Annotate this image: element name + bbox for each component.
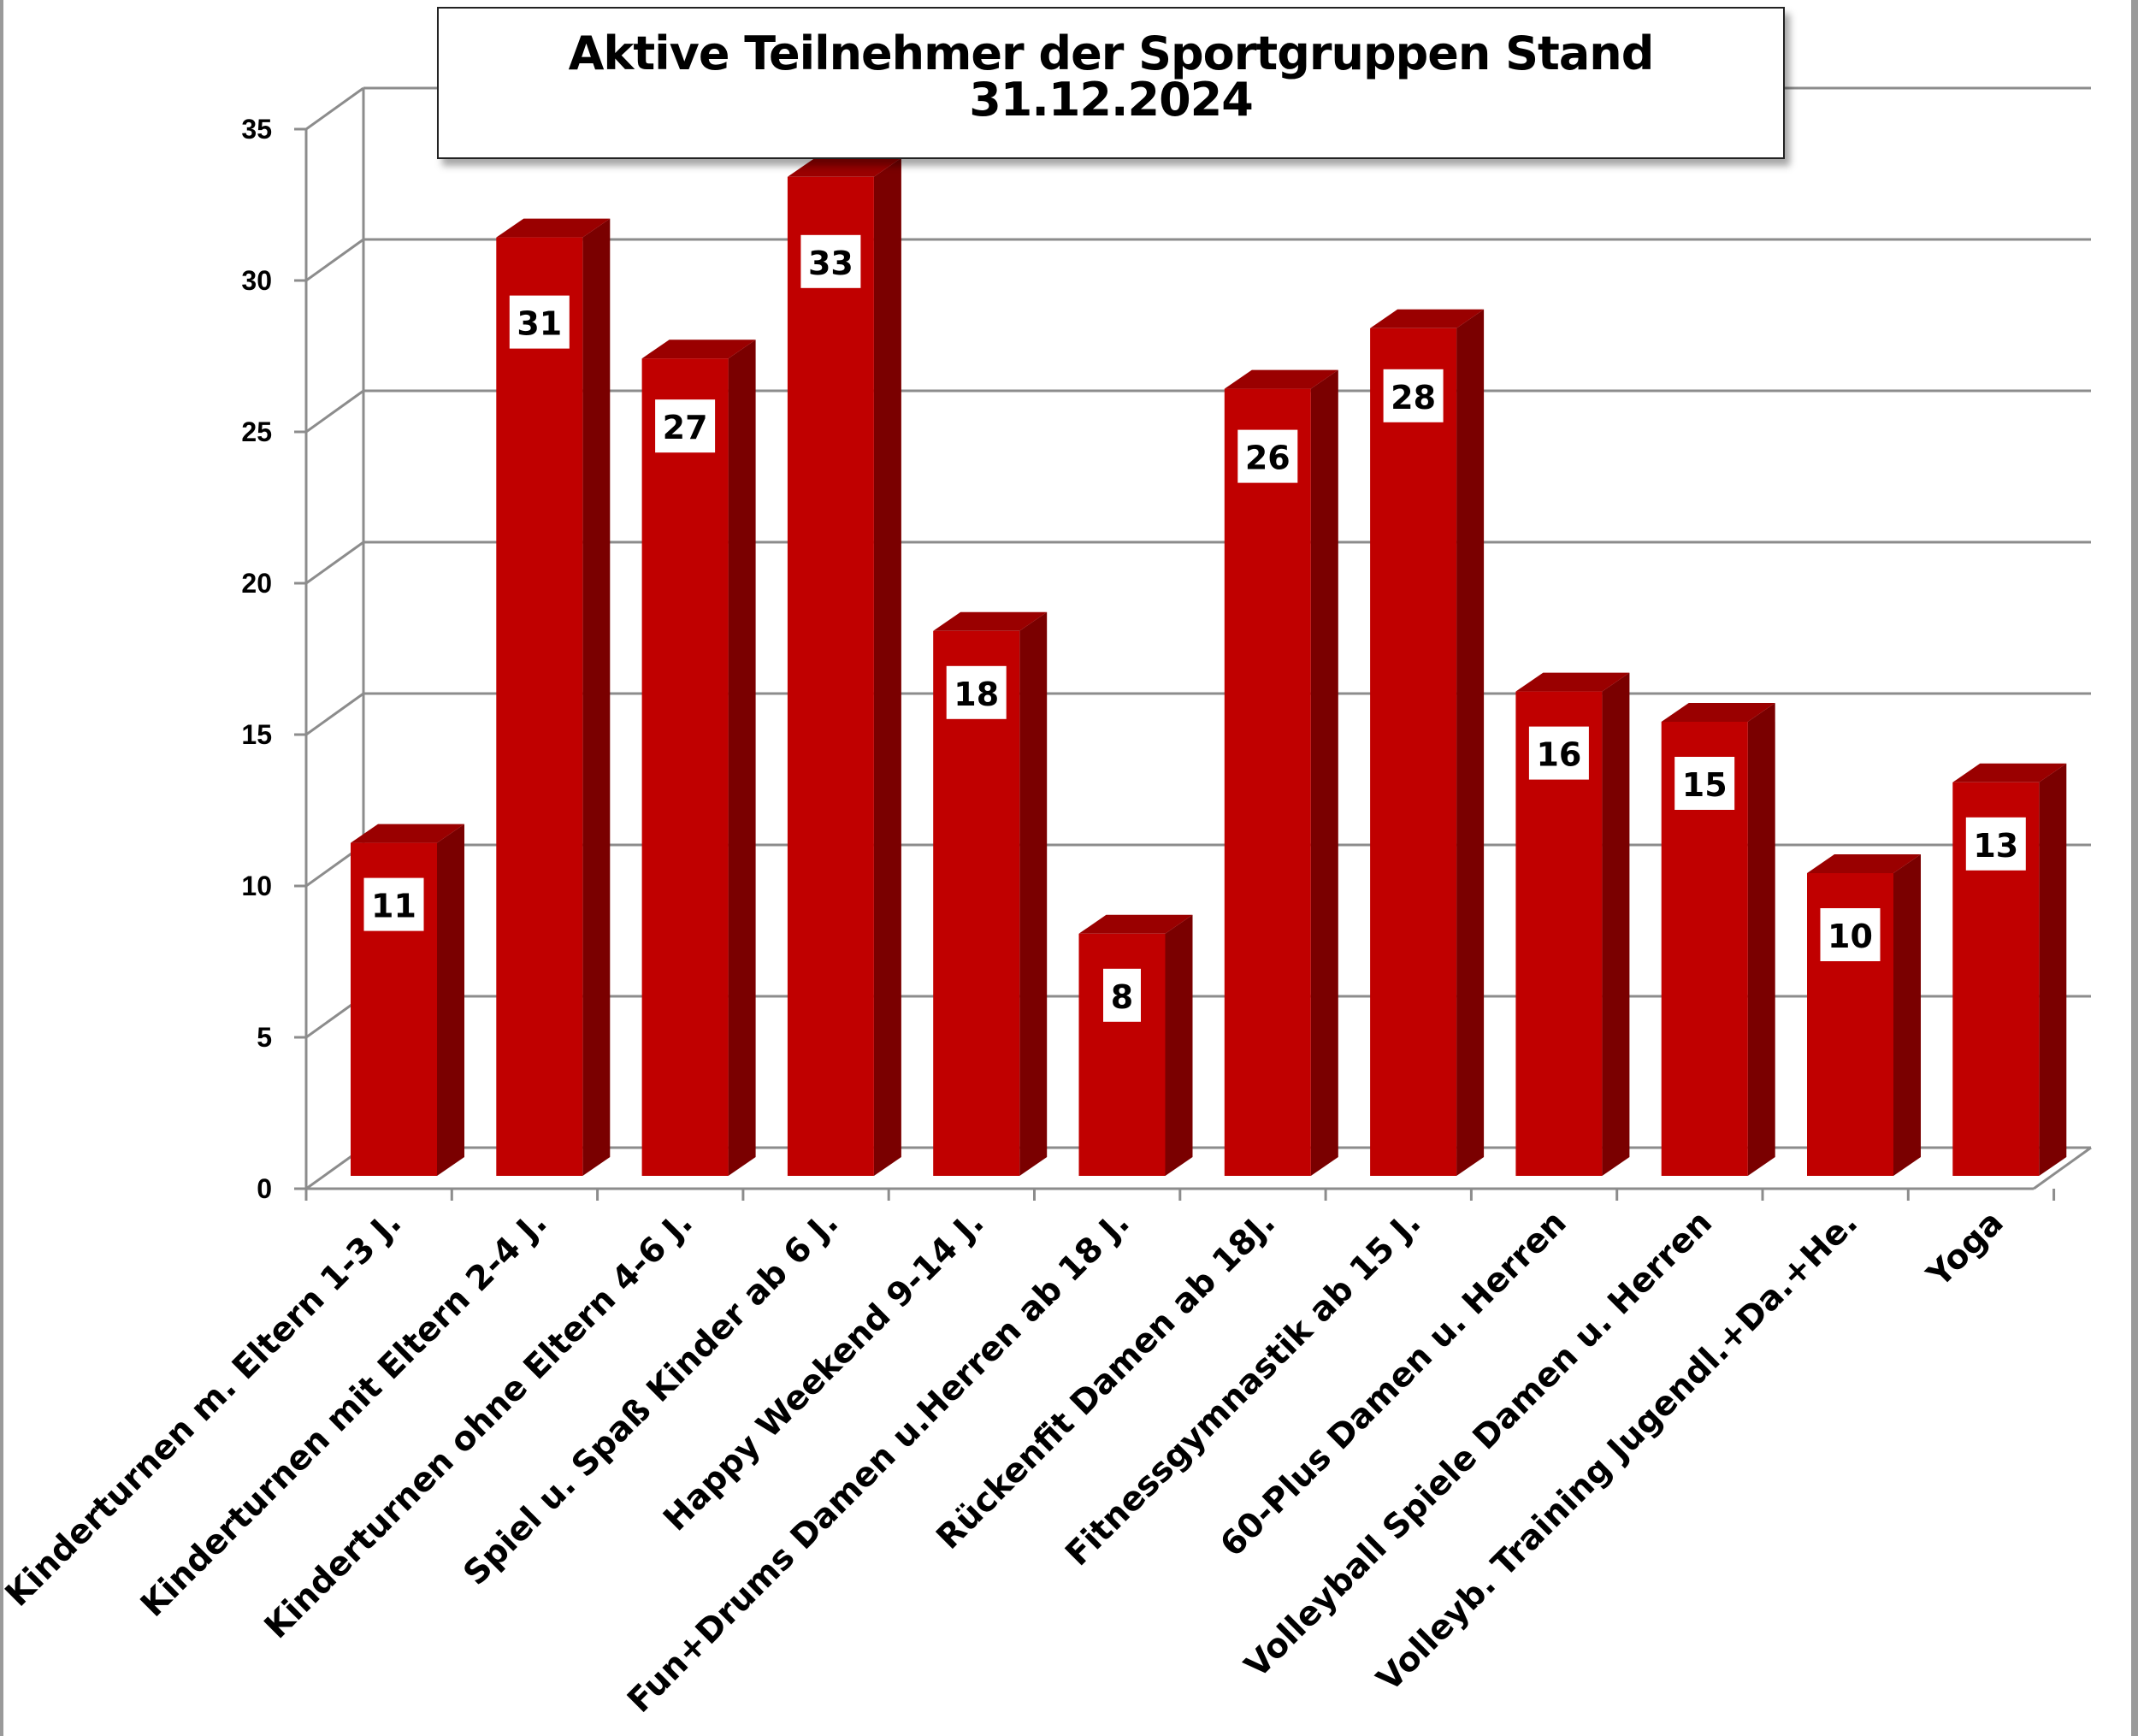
bar-side [1165,914,1193,1176]
bar [1224,388,1311,1177]
bar-side [1456,309,1485,1176]
y-tick-label: 20 [241,568,272,599]
bar-side [873,157,901,1176]
data-label-box [363,877,424,931]
bar-side [1893,854,1921,1176]
x-tick-label: Fun+Drums Damen u.Herren ab 18 J. [620,1203,1137,1720]
chart-title-box: Aktive Teilnehmer der Sportgruppen Stand… [437,7,1785,159]
data-label: 10 [1828,918,1873,955]
data-label: 8 [1111,978,1133,1016]
bar [933,630,1020,1176]
bar-side [1602,672,1630,1176]
y-tick-label: 10 [241,871,272,901]
data-label: 11 [371,888,416,925]
bar-top [1661,703,1775,722]
data-label: 31 [517,305,562,343]
bar-layer [351,157,2067,1177]
data-label-box [1383,369,1444,422]
data-label-box [800,234,861,288]
y-tick-label: 30 [241,265,272,296]
bar-side [2039,763,2067,1176]
frame-edge-right [2131,0,2138,1736]
bar-side [437,824,464,1176]
bar-side [1019,611,1048,1176]
gridline-connector [305,238,364,282]
gridline-connector [305,389,364,434]
x-tick-label: Yoga [1919,1203,2011,1295]
bar [496,237,583,1177]
y-tick-label: 25 [241,416,272,447]
bar-top [1807,854,1921,873]
bar-side [1310,369,1338,1177]
data-label-box [946,665,1007,719]
bar-side [728,340,756,1176]
bar [1370,328,1457,1176]
bar-top [641,340,756,359]
data-label: 28 [1391,379,1436,416]
data-label-box [1965,817,2026,871]
data-label-box [509,295,570,349]
y-tick-label: 35 [241,114,272,145]
bar-top [1952,763,2067,782]
data-label: 33 [808,245,853,282]
data-label-box [1820,908,1881,961]
y-tick-label: 5 [257,1022,272,1053]
bar-top [1515,672,1630,692]
gridline-connector [305,692,364,736]
data-label: 18 [954,676,999,713]
bar-top [496,218,611,238]
data-label-box [1674,757,1735,810]
gridline-connector [305,540,364,585]
data-label-box [1103,968,1141,1022]
bar [641,358,729,1176]
bar-top [1078,914,1193,934]
data-label: 27 [663,409,708,446]
data-label-box [1237,429,1298,483]
y-tick-label: 15 [241,719,272,750]
bar-top [933,611,1048,631]
floor-edge [2033,1146,2092,1190]
y-tick-label: 0 [257,1173,272,1204]
chart-title: Aktive Teilnehmer der Sportgruppen Stand… [568,27,1655,127]
bar-top [351,824,464,843]
data-label: 15 [1682,766,1728,804]
data-label: 16 [1536,736,1581,774]
data-label: 13 [1973,827,2018,865]
gridline-connector [305,86,364,131]
frame-edge-left [0,0,3,1736]
bar-top [787,157,901,177]
bar-top [1224,369,1338,389]
data-label: 26 [1245,440,1290,477]
bar-side [1747,703,1775,1176]
bar-side [582,218,611,1177]
data-label-box [1528,726,1589,780]
axis-layer: 0 5 10 15 20 25 30 35 [241,114,2092,1204]
data-label-box [655,399,716,453]
bar-top [1370,309,1485,328]
bar [787,176,874,1176]
